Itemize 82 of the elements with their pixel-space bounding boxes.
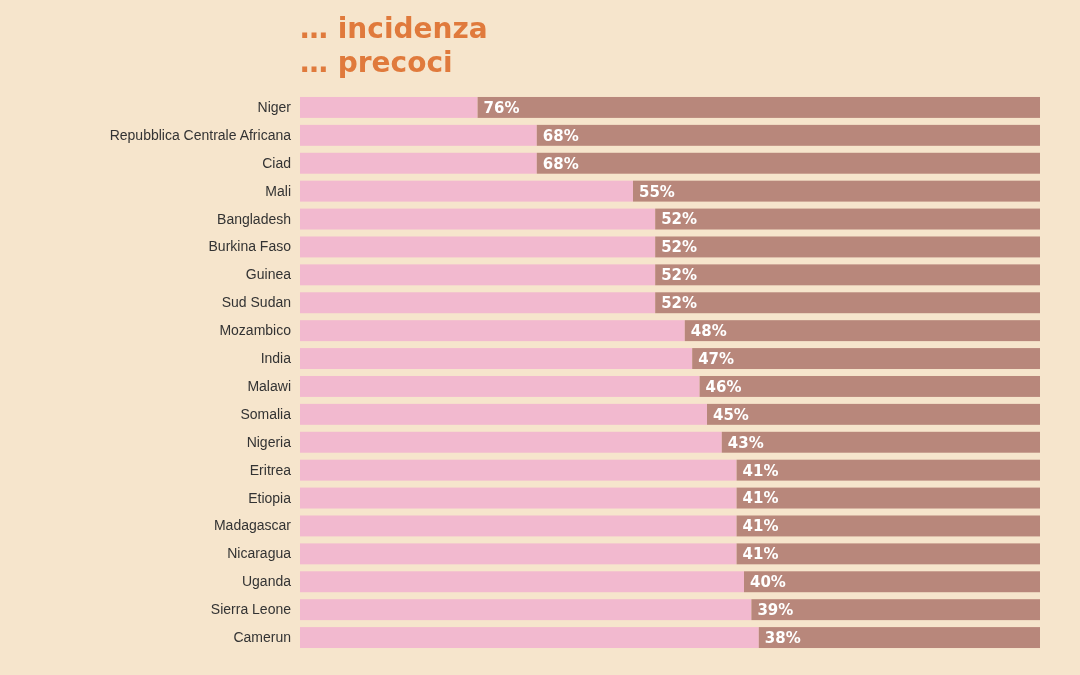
bar bbox=[699, 375, 1040, 397]
bar bbox=[744, 571, 1040, 593]
data-label: 55% bbox=[639, 182, 675, 201]
bar bbox=[300, 208, 656, 230]
chart-title: … incidenza bbox=[300, 12, 488, 45]
data-label: 39% bbox=[757, 601, 794, 620]
bar bbox=[536, 152, 1040, 174]
y-tick-label: Niger bbox=[257, 98, 292, 115]
bar bbox=[300, 96, 478, 118]
bar bbox=[736, 459, 1040, 481]
bar bbox=[751, 599, 1040, 621]
bar bbox=[477, 96, 1040, 118]
data-label: 40% bbox=[750, 573, 786, 592]
bar bbox=[300, 320, 685, 342]
y-tick-label: Camerun bbox=[233, 629, 291, 646]
bar bbox=[300, 236, 656, 258]
bar bbox=[736, 515, 1040, 537]
chart-subtitle: … precoci bbox=[300, 46, 453, 79]
data-label: 52% bbox=[661, 210, 698, 229]
data-label: 52% bbox=[661, 238, 698, 257]
bar bbox=[736, 487, 1040, 509]
bar bbox=[300, 124, 537, 146]
bar bbox=[655, 208, 1040, 230]
data-label: 46% bbox=[705, 377, 742, 396]
bar bbox=[300, 348, 693, 370]
y-tick-label: Repubblica Centrale Africana bbox=[109, 126, 292, 143]
bar bbox=[300, 403, 707, 425]
y-tick-label: Somalia bbox=[240, 405, 292, 422]
bar bbox=[300, 292, 656, 314]
bar bbox=[300, 571, 744, 593]
y-tick-label: Nicaragua bbox=[227, 545, 292, 562]
y-tick-label: Malawi bbox=[247, 377, 291, 394]
bar bbox=[655, 264, 1040, 286]
bar bbox=[707, 403, 1040, 425]
y-tick-label: Burkina Faso bbox=[208, 238, 292, 255]
y-tick-label: Sud Sudan bbox=[221, 294, 291, 311]
bar bbox=[300, 152, 537, 174]
bar bbox=[300, 431, 722, 453]
y-tick-label: India bbox=[260, 350, 292, 367]
y-tick-label: Nigeria bbox=[246, 433, 292, 450]
data-label: 48% bbox=[690, 322, 727, 341]
data-label: 41% bbox=[742, 461, 779, 480]
bar bbox=[300, 515, 737, 537]
bar bbox=[300, 599, 752, 621]
y-tick-label: Guinea bbox=[245, 266, 292, 283]
bar bbox=[300, 180, 633, 202]
data-label: 52% bbox=[661, 266, 698, 285]
data-label: 43% bbox=[727, 433, 764, 452]
data-label: 47% bbox=[698, 349, 735, 368]
data-label: 68% bbox=[542, 154, 579, 173]
bar bbox=[300, 627, 759, 649]
bar bbox=[300, 264, 656, 286]
y-tick-label: Madagascar bbox=[213, 517, 292, 534]
data-label: 45% bbox=[713, 405, 749, 424]
y-tick-label: Mozambico bbox=[219, 322, 292, 339]
bar bbox=[300, 375, 700, 397]
y-tick-label: Ciad bbox=[262, 154, 291, 171]
bar bbox=[684, 320, 1040, 342]
bar bbox=[655, 236, 1040, 258]
y-tick-label: Mali bbox=[265, 182, 291, 199]
bar bbox=[736, 543, 1040, 565]
data-label: 41% bbox=[742, 517, 779, 536]
data-label: 52% bbox=[661, 294, 698, 313]
bar bbox=[758, 627, 1040, 649]
bar bbox=[536, 124, 1040, 146]
bar bbox=[692, 348, 1040, 370]
data-label: 68% bbox=[542, 126, 579, 145]
bar bbox=[721, 431, 1040, 453]
y-tick-label: Sierra Leone bbox=[210, 601, 292, 618]
bar bbox=[300, 487, 737, 509]
y-tick-label: Bangladesh bbox=[217, 210, 291, 227]
data-label: 41% bbox=[742, 489, 779, 508]
y-tick-label: Eritrea bbox=[249, 461, 292, 478]
y-tick-label: Etiopia bbox=[248, 489, 292, 506]
data-label: 38% bbox=[764, 628, 801, 647]
bar bbox=[655, 292, 1040, 314]
y-tick-label: Uganda bbox=[241, 573, 292, 590]
data-label: 76% bbox=[483, 98, 520, 117]
data-label: 41% bbox=[742, 545, 779, 564]
bar bbox=[633, 180, 1040, 202]
bar bbox=[300, 543, 737, 565]
bar bbox=[300, 459, 737, 481]
